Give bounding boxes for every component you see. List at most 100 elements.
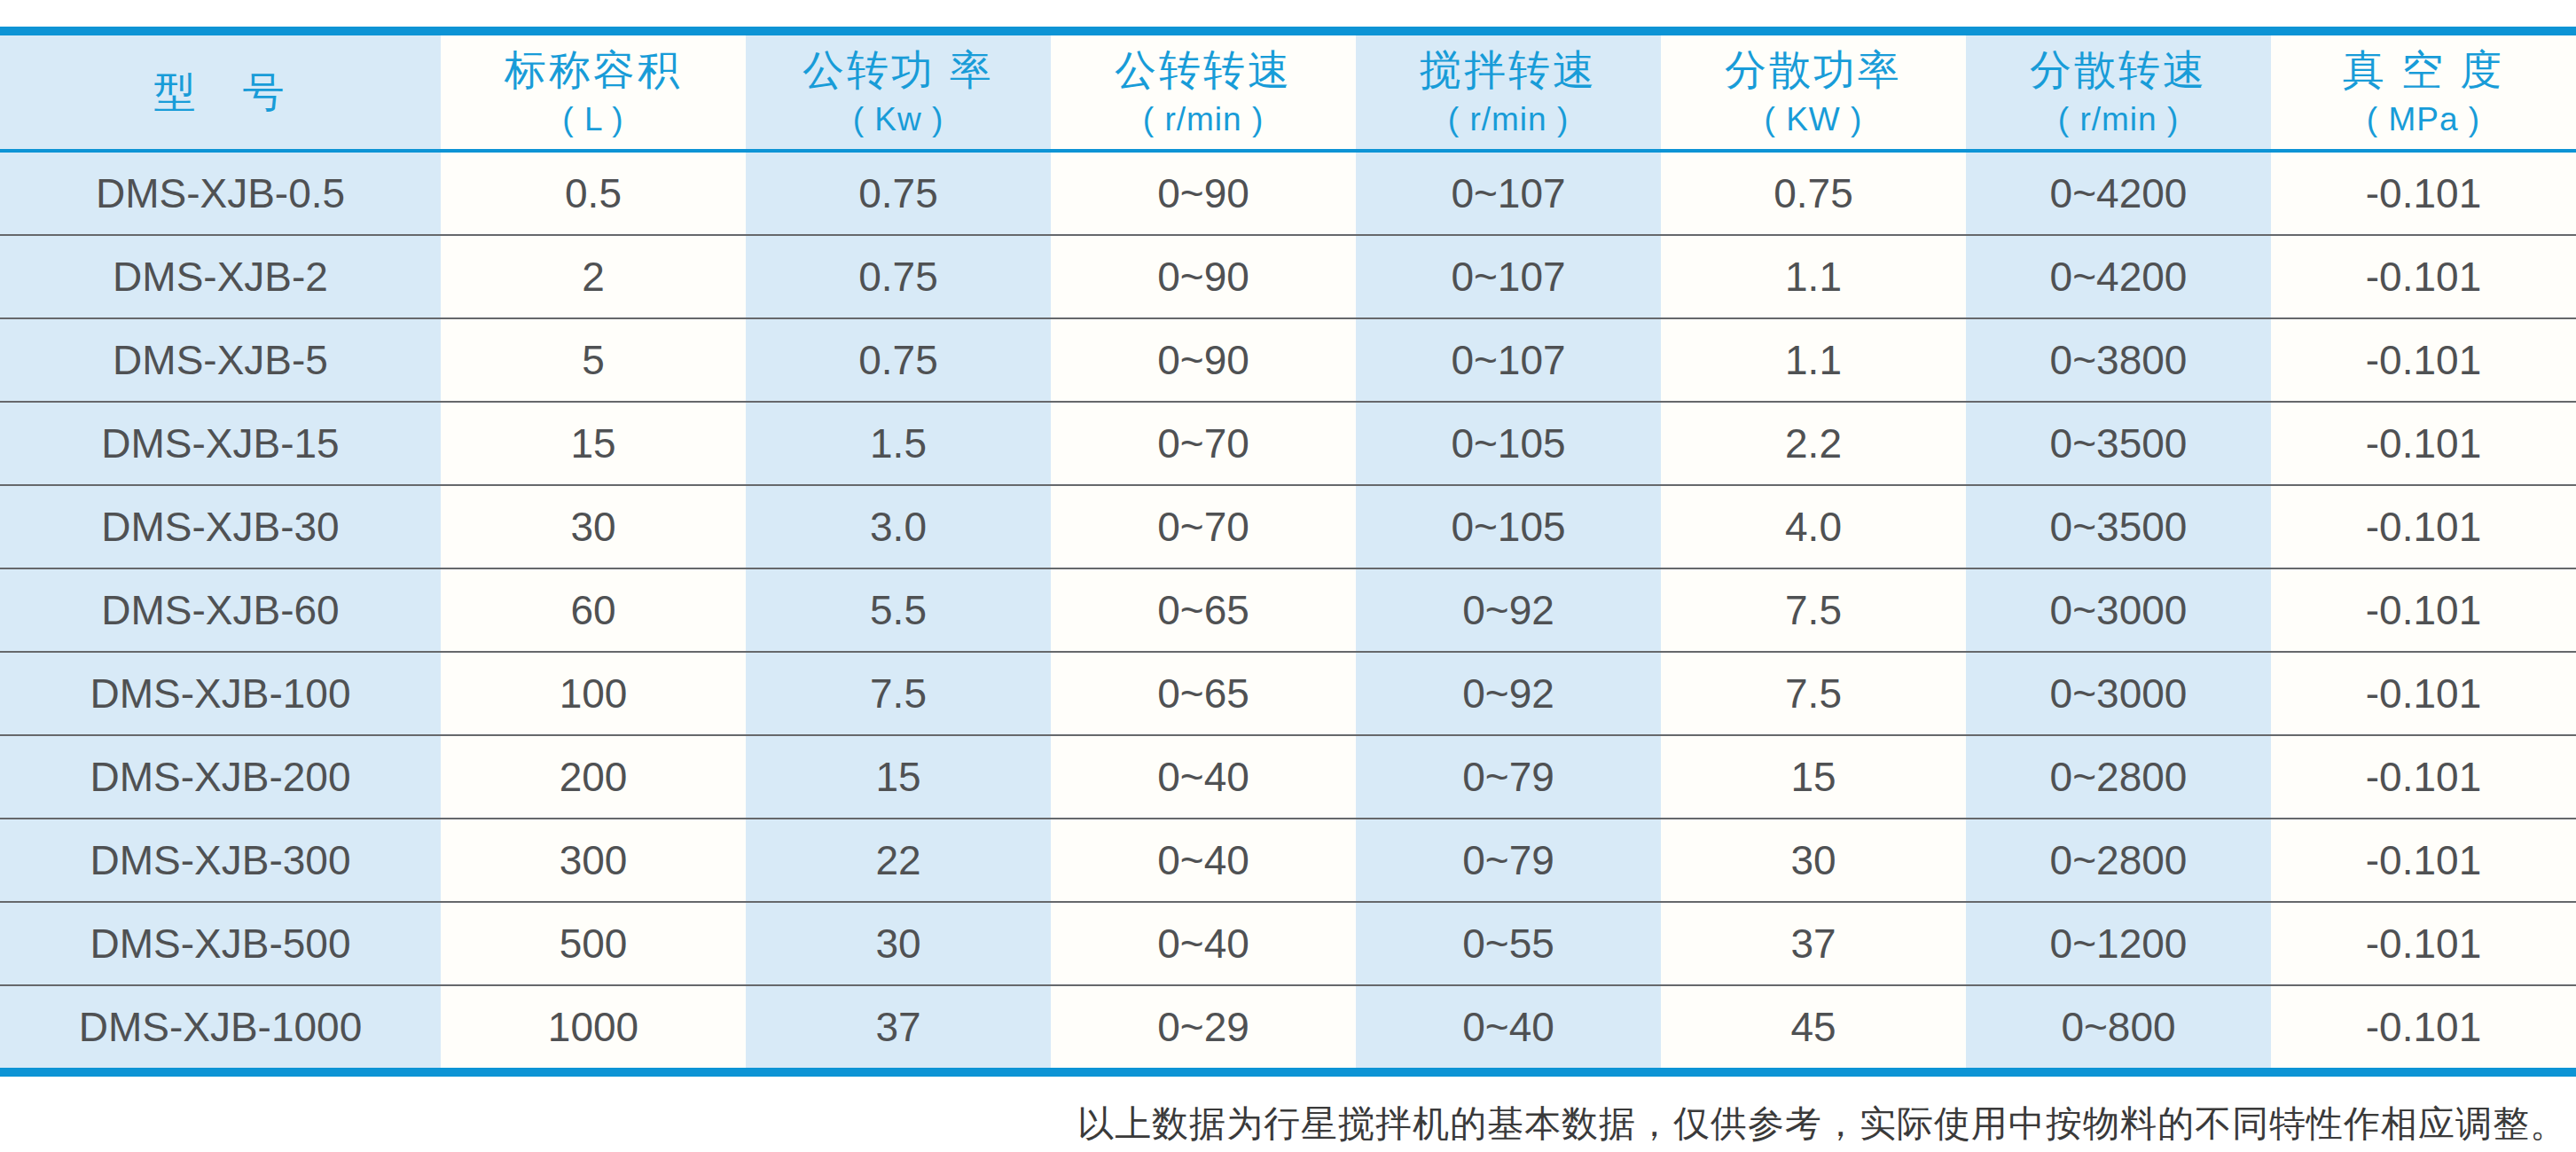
value-cell: 0~3000 (1966, 652, 2271, 735)
value-cell: 0~105 (1356, 402, 1661, 485)
table-row: DMS-XJB-300300220~400~79300~2800-0.101 (0, 819, 2576, 902)
value-cell: -0.101 (2271, 819, 2576, 902)
header-revolution-power: 公转功 率 ( Kw ) (746, 35, 1051, 151)
value-cell: 0~90 (1051, 318, 1356, 402)
header-title: 型 号 (0, 68, 441, 116)
value-cell: 15 (1661, 735, 1966, 819)
value-cell: 30 (441, 485, 746, 568)
header-unit: ( Kw ) (746, 101, 1051, 138)
value-cell: 0~79 (1356, 735, 1661, 819)
value-cell: 200 (441, 735, 746, 819)
value-cell: 0~40 (1051, 735, 1356, 819)
spec-table-container: 型 号 标称容积 ( L ) 公转功 率 ( Kw ) 公转转速 ( r/min… (0, 27, 2576, 1077)
value-cell: 3.0 (746, 485, 1051, 568)
model-cell: DMS-XJB-0.5 (0, 151, 441, 235)
value-cell: 300 (441, 819, 746, 902)
header-title: 分散转速 (1966, 46, 2271, 94)
value-cell: 45 (1661, 985, 1966, 1068)
model-cell: DMS-XJB-300 (0, 819, 441, 902)
header-revolution-speed: 公转转速 ( r/min ) (1051, 35, 1356, 151)
value-cell: 0~70 (1051, 402, 1356, 485)
value-cell: 7.5 (746, 652, 1051, 735)
spec-table: 型 号 标称容积 ( L ) 公转功 率 ( Kw ) 公转转速 ( r/min… (0, 35, 2576, 1068)
header-model: 型 号 (0, 35, 441, 151)
value-cell: 0~4200 (1966, 151, 2271, 235)
value-cell: 0~107 (1356, 151, 1661, 235)
header-unit: ( r/min ) (1966, 101, 2271, 138)
value-cell: 0~3800 (1966, 318, 2271, 402)
value-cell: 0~40 (1356, 985, 1661, 1068)
value-cell: 4.0 (1661, 485, 1966, 568)
spec-table-header: 型 号 标称容积 ( L ) 公转功 率 ( Kw ) 公转转速 ( r/min… (0, 35, 2576, 151)
table-row: DMS-XJB-550.750~900~1071.10~3800-0.101 (0, 318, 2576, 402)
value-cell: 0~90 (1051, 235, 1356, 318)
value-cell: 0~40 (1051, 902, 1356, 985)
value-cell: 5.5 (746, 568, 1051, 652)
value-cell: 500 (441, 902, 746, 985)
value-cell: 0~2800 (1966, 819, 2271, 902)
model-cell: DMS-XJB-1000 (0, 985, 441, 1068)
table-row: DMS-XJB-1001007.50~650~927.50~3000-0.101 (0, 652, 2576, 735)
value-cell: 2 (441, 235, 746, 318)
value-cell: 0.75 (746, 151, 1051, 235)
value-cell: 0~4200 (1966, 235, 2271, 318)
value-cell: -0.101 (2271, 735, 2576, 819)
table-row: DMS-XJB-200200150~400~79150~2800-0.101 (0, 735, 2576, 819)
value-cell: 0~70 (1051, 485, 1356, 568)
model-cell: DMS-XJB-5 (0, 318, 441, 402)
header-title: 公转转速 (1051, 46, 1356, 94)
value-cell: 0~79 (1356, 819, 1661, 902)
model-cell: DMS-XJB-200 (0, 735, 441, 819)
value-cell: 0~92 (1356, 568, 1661, 652)
value-cell: 0~105 (1356, 485, 1661, 568)
value-cell: 1.1 (1661, 318, 1966, 402)
model-cell: DMS-XJB-500 (0, 902, 441, 985)
value-cell: 100 (441, 652, 746, 735)
value-cell: 0~65 (1051, 568, 1356, 652)
value-cell: 0~3500 (1966, 402, 2271, 485)
value-cell: -0.101 (2271, 235, 2576, 318)
value-cell: -0.101 (2271, 568, 2576, 652)
header-title: 分散功率 (1661, 46, 1966, 94)
value-cell: -0.101 (2271, 652, 2576, 735)
value-cell: 0~3500 (1966, 485, 2271, 568)
value-cell: -0.101 (2271, 485, 2576, 568)
value-cell: 0.75 (746, 235, 1051, 318)
value-cell: 0~90 (1051, 151, 1356, 235)
value-cell: 15 (746, 735, 1051, 819)
header-nominal-volume: 标称容积 ( L ) (441, 35, 746, 151)
table-row: DMS-XJB-220.750~900~1071.10~4200-0.101 (0, 235, 2576, 318)
value-cell: 37 (746, 985, 1051, 1068)
value-cell: 7.5 (1661, 652, 1966, 735)
value-cell: 1.1 (1661, 235, 1966, 318)
value-cell: 1.5 (746, 402, 1051, 485)
value-cell: 0~92 (1356, 652, 1661, 735)
header-title: 真 空 度 (2271, 46, 2576, 94)
value-cell: 7.5 (1661, 568, 1966, 652)
value-cell: -0.101 (2271, 318, 2576, 402)
value-cell: 0~55 (1356, 902, 1661, 985)
header-stirring-speed: 搅拌转速 ( r/min ) (1356, 35, 1661, 151)
table-row: DMS-XJB-10001000370~290~40450~800-0.101 (0, 985, 2576, 1068)
value-cell: 0~29 (1051, 985, 1356, 1068)
value-cell: 0.5 (441, 151, 746, 235)
model-cell: DMS-XJB-15 (0, 402, 441, 485)
model-cell: DMS-XJB-30 (0, 485, 441, 568)
header-dispersion-speed: 分散转速 ( r/min ) (1966, 35, 2271, 151)
header-row: 型 号 标称容积 ( L ) 公转功 率 ( Kw ) 公转转速 ( r/min… (0, 35, 2576, 151)
footnote: 以上数据为行星搅拌机的基本数据，仅供参考，实际使用中按物料的不同特性作相应调整。 (0, 1100, 2576, 1148)
value-cell: 0~107 (1356, 318, 1661, 402)
header-title: 搅拌转速 (1356, 46, 1661, 94)
value-cell: 2.2 (1661, 402, 1966, 485)
value-cell: 37 (1661, 902, 1966, 985)
value-cell: 0~40 (1051, 819, 1356, 902)
value-cell: 60 (441, 568, 746, 652)
value-cell: 0~1200 (1966, 902, 2271, 985)
value-cell: 0~800 (1966, 985, 2271, 1068)
value-cell: 5 (441, 318, 746, 402)
table-row: DMS-XJB-60605.50~650~927.50~3000-0.101 (0, 568, 2576, 652)
table-row: DMS-XJB-15151.50~700~1052.20~3500-0.101 (0, 402, 2576, 485)
table-row: DMS-XJB-500500300~400~55370~1200-0.101 (0, 902, 2576, 985)
value-cell: 0.75 (746, 318, 1051, 402)
header-title: 标称容积 (441, 46, 746, 94)
